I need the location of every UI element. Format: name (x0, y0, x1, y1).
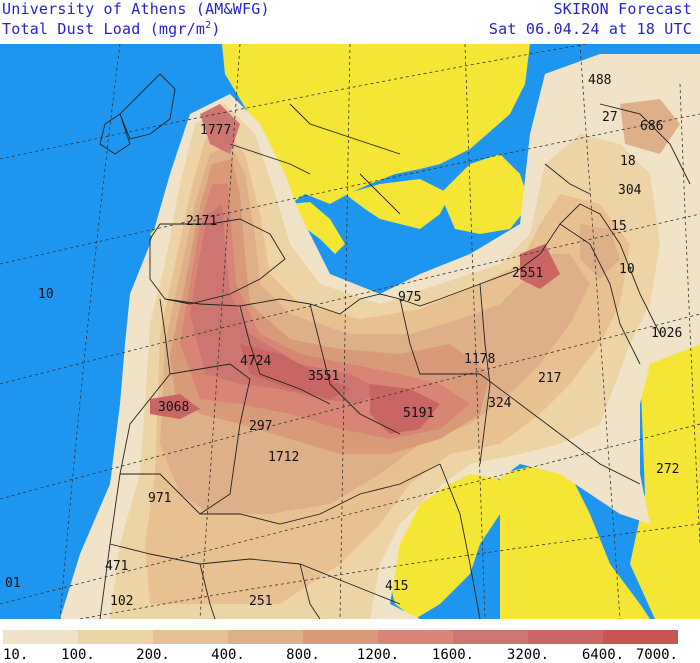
forecast-source: SKIRON Forecast (553, 0, 692, 18)
map-value-label: 10 (619, 262, 635, 277)
legend-tick-label: 200. (136, 647, 170, 663)
map-header: University of Athens (AM&WFG) Total Dust… (0, 0, 700, 44)
map-value-label: 102 (110, 594, 133, 609)
map-value-label: 10 (38, 287, 54, 302)
legend-tick-label: 10. (3, 647, 29, 663)
map-value-label: 686 (640, 119, 663, 134)
map-value-label: 971 (148, 491, 171, 506)
map-value-label: 488 (588, 73, 611, 88)
map-value-label: 27 (602, 110, 618, 125)
title-unit-exponent: 2 (205, 20, 212, 31)
map-value-label: 2551 (512, 266, 543, 281)
legend-color-bar (3, 630, 678, 644)
legend-swatch (528, 630, 603, 644)
color-legend: 10. 100. 200. 400. 800. 1200. 1600. 3200. 6400. 7… (0, 628, 700, 663)
legend-tick-label: 100. (61, 647, 95, 663)
legend-swatch (603, 630, 678, 644)
map-value-label: 1777 (200, 123, 231, 138)
title-variable: Total Dust Load (mgr/m2) (2, 20, 221, 38)
legend-tick-label: 800. (286, 647, 320, 663)
legend-swatch (3, 630, 78, 644)
forecast-date: Sat 06.04.24 at 18 UTC (488, 20, 692, 38)
dust-map: 488 27 686 1777 18 304 2171 15 10 2551 10 975 1026 47… (0, 44, 700, 619)
value-labels: 488 27 686 1777 18 304 2171 15 10 2551 10 975 1026 47… (5, 73, 682, 609)
legend-tick-label: 400. (211, 647, 245, 663)
title-variable-close: ) (211, 20, 221, 38)
country-borders (99, 73, 691, 619)
legend-swatch (303, 630, 378, 644)
map-value-label: 272 (656, 462, 679, 477)
map-value-label: 251 (249, 594, 272, 609)
legend-swatch (453, 630, 528, 644)
map-value-label: 01 (5, 576, 21, 591)
land-no-dust (150, 44, 700, 619)
map-value-label: 2171 (186, 214, 217, 229)
legend-tick-label: 6400. (581, 647, 625, 663)
dust-map-canvas: 488 27 686 1777 18 304 2171 15 10 2551 10 975 1026 47… (0, 44, 700, 619)
map-value-label: 975 (398, 290, 421, 305)
map-value-label: 304 (618, 183, 642, 198)
map-value-label: 1026 (651, 326, 682, 341)
map-value-label: 471 (105, 559, 128, 574)
map-value-label: 4724 (240, 354, 271, 369)
legend-swatch (378, 630, 453, 644)
title-variable-text: Total Dust Load (mgr/m (2, 20, 206, 38)
legend-tick-label: 1200. (356, 647, 400, 663)
map-value-label: 217 (538, 371, 561, 386)
legend-swatch (228, 630, 303, 644)
map-value-label: 1712 (268, 450, 299, 465)
legend-tick-label: 1600. (431, 647, 475, 663)
legend-swatch (78, 630, 153, 644)
map-value-label: 324 (488, 396, 512, 411)
map-value-label: 3068 (158, 400, 189, 415)
map-value-label: 18 (620, 154, 636, 169)
map-value-label: 15 (611, 219, 627, 234)
map-value-label: 1178 (464, 352, 495, 367)
map-value-label: 3551 (308, 369, 339, 384)
dust-load-shading (60, 54, 700, 619)
map-value-label: 415 (385, 579, 408, 594)
title-institution: University of Athens (AM&WFG) (2, 0, 270, 18)
legend-tick-label: 7000. (635, 647, 678, 663)
legend-swatch (153, 630, 228, 644)
lat-lon-grid (0, 44, 700, 619)
map-value-label: 297 (249, 419, 272, 434)
legend-tick-label: 3200. (506, 647, 550, 663)
map-value-label: 5191 (403, 406, 434, 421)
